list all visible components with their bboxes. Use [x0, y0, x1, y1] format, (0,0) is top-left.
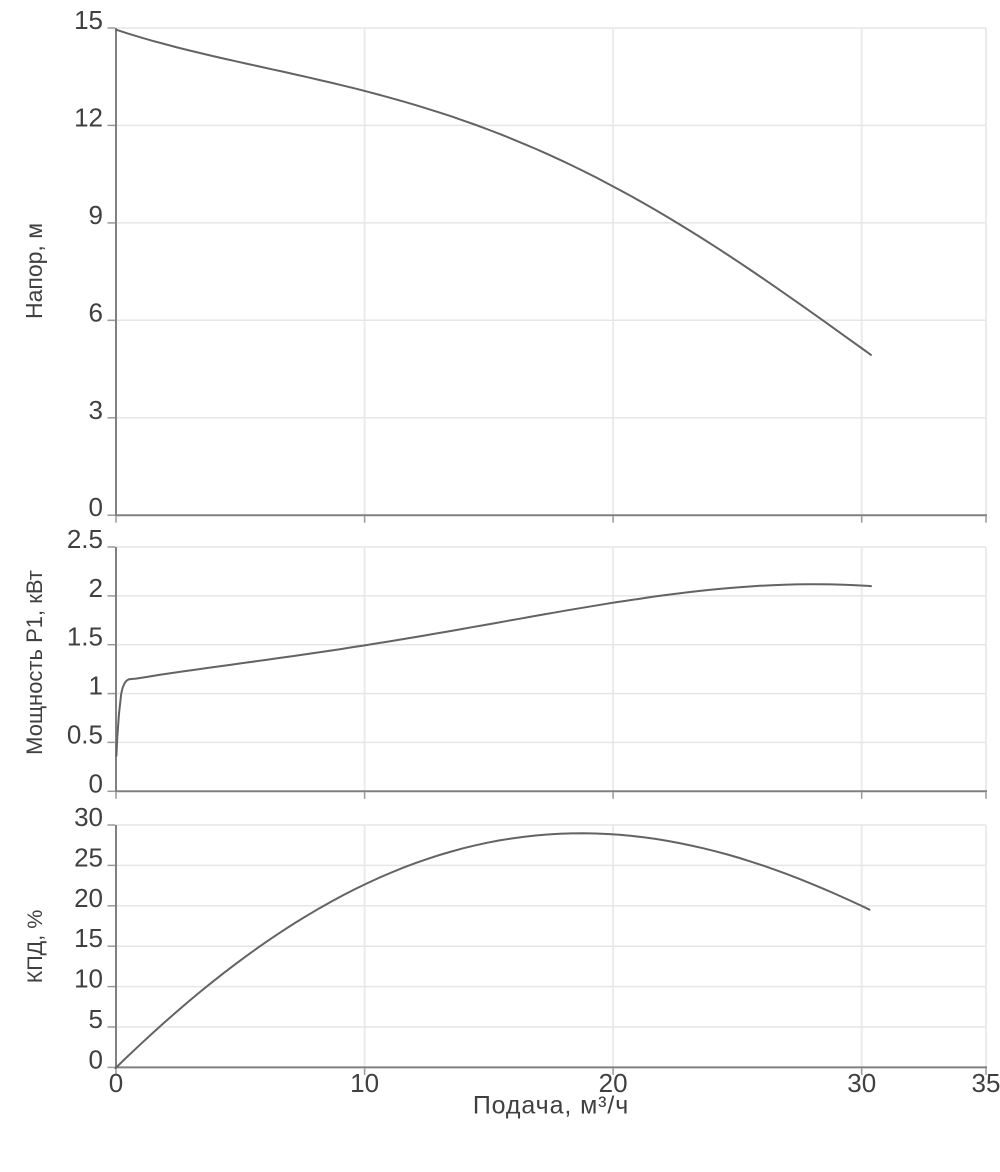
svg-text:КПД, %: КПД, % — [23, 910, 47, 984]
svg-text:Мощность P1, кВт: Мощность P1, кВт — [22, 570, 47, 755]
svg-text:30: 30 — [74, 802, 103, 832]
svg-text:3: 3 — [89, 395, 103, 425]
svg-text:20: 20 — [74, 883, 103, 913]
svg-text:Напор, м: Напор, м — [21, 223, 47, 319]
svg-text:6: 6 — [89, 297, 103, 327]
svg-text:0: 0 — [109, 1068, 123, 1098]
svg-text:1.5: 1.5 — [67, 622, 103, 652]
svg-text:Подача, м³/ч: Подача, м³/ч — [473, 1092, 629, 1120]
svg-text:0: 0 — [89, 768, 103, 798]
svg-text:5: 5 — [89, 1004, 103, 1034]
svg-text:12: 12 — [74, 102, 103, 132]
svg-text:15: 15 — [74, 923, 103, 953]
svg-text:2.5: 2.5 — [67, 524, 103, 554]
svg-text:0.5: 0.5 — [67, 719, 103, 749]
svg-text:15: 15 — [74, 5, 103, 35]
svg-text:20: 20 — [599, 1068, 628, 1098]
svg-text:2: 2 — [89, 573, 103, 603]
svg-text:25: 25 — [74, 842, 103, 872]
svg-text:10: 10 — [350, 1068, 379, 1098]
svg-text:10: 10 — [74, 964, 103, 994]
svg-text:0: 0 — [89, 492, 103, 522]
svg-text:1: 1 — [89, 671, 103, 701]
svg-text:9: 9 — [89, 200, 103, 230]
svg-text:35: 35 — [972, 1068, 1000, 1098]
svg-text:0: 0 — [89, 1044, 103, 1074]
svg-text:30: 30 — [847, 1068, 876, 1098]
